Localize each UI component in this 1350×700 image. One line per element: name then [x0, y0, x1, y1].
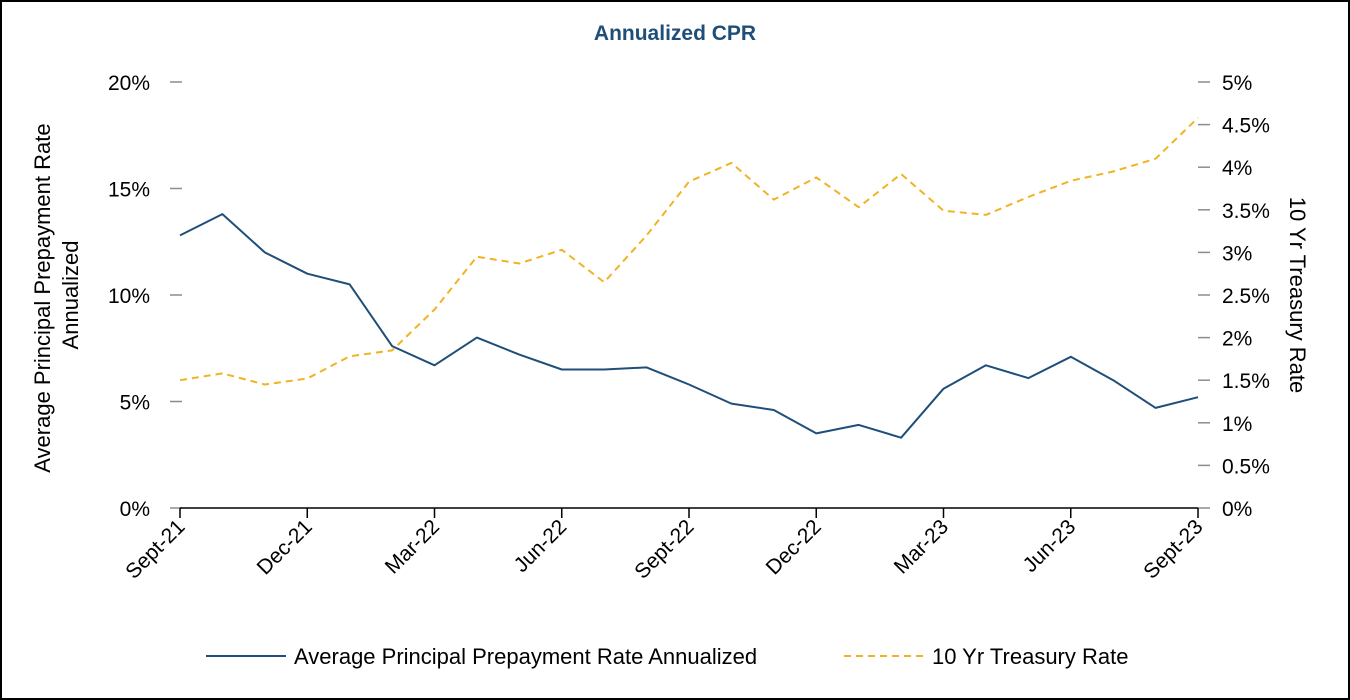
right-tick-label: 1.5%	[1222, 370, 1270, 393]
left-axis-title-line-1: Average Principal Prepayment Rate	[30, 123, 55, 472]
x-tick-label: Dec-22	[762, 515, 826, 579]
x-tick-label: Jun-23	[1019, 515, 1081, 577]
x-tick-label: Jun-22	[510, 515, 572, 577]
chart-title: Annualized CPR	[594, 22, 756, 45]
right-axis-title-group: 10 Yr Treasury Rate	[1285, 197, 1310, 393]
left-axis-title-group: Average Principal Prepayment Rate Annual…	[30, 117, 83, 472]
right-tick-label: 0%	[1222, 498, 1252, 521]
right-tick-label: 4%	[1222, 157, 1252, 180]
x-tick-label: Mar-23	[890, 515, 953, 578]
right-tick-label: 3%	[1222, 242, 1252, 265]
left-tick-label: 20%	[108, 72, 150, 95]
right-axis-title: 10 Yr Treasury Rate	[1285, 197, 1310, 393]
left-axis-title-line-2: Annualized	[58, 241, 83, 350]
right-tick-label: 2%	[1222, 328, 1252, 351]
right-tick-label: 0.5%	[1222, 455, 1270, 478]
right-tick-label: 3.5%	[1222, 200, 1270, 223]
left-tick-label: 0%	[120, 498, 150, 521]
x-tick-label: Sept-21	[121, 515, 189, 583]
legend-label-prepayment: Average Principal Prepayment Rate Annual…	[294, 644, 757, 669]
left-tick-label: 5%	[120, 392, 150, 415]
right-tick-label: 4.5%	[1222, 115, 1270, 138]
prepayment-rate-line	[179, 213, 1199, 439]
treasury-rate-line	[179, 117, 1199, 386]
x-tick-label: Dec-21	[253, 515, 317, 579]
left-axis-title-text: Average Principal Prepayment Rate Annual…	[30, 117, 83, 472]
right-tick-label: 2.5%	[1222, 285, 1270, 308]
left-tick-label: 15%	[108, 179, 150, 202]
left-axis-ticks: 0% 5% 10% 15% 20%	[108, 72, 182, 521]
left-tick-label: 10%	[108, 285, 150, 308]
legend: Average Principal Prepayment Rate Annual…	[206, 644, 1128, 669]
right-tick-label: 5%	[1222, 72, 1252, 95]
legend-label-treasury: 10 Yr Treasury Rate	[932, 644, 1128, 669]
x-tick-label: Sept-23	[1139, 515, 1207, 583]
plot-lines	[179, 117, 1199, 439]
right-axis-ticks: 0% 0.5% 1% 1.5% 2% 2.5% 3% 3.5% 4% 4.5% 5%	[1198, 72, 1270, 521]
x-axis: Sept-21 Dec-21 Mar-22 Jun-22 Sept-22 Dec-22 Ma…	[121, 507, 1208, 584]
x-tick-label: Sept-22	[630, 515, 698, 583]
right-tick-label: 1%	[1222, 413, 1252, 436]
x-tick-label: Mar-22	[381, 515, 444, 578]
